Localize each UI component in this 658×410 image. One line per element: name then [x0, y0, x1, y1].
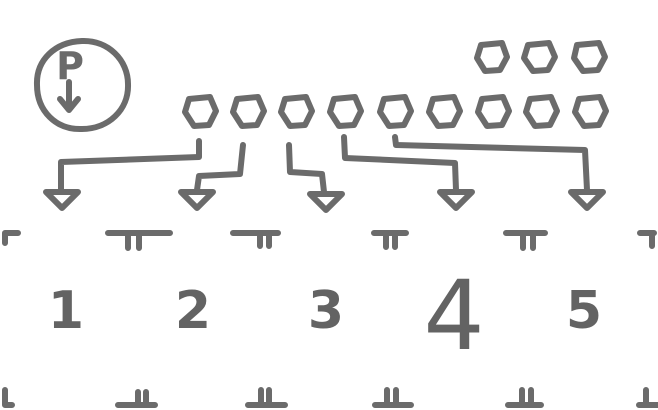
lane-2-label[interactable]: 2	[174, 281, 212, 341]
lane-divider	[105, 230, 173, 251]
lane-divider	[637, 230, 657, 249]
queue-top-row	[474, 40, 608, 74]
lane-divider	[505, 387, 544, 408]
route-arrow-lane-4	[341, 134, 475, 211]
down-arrowhead-icon	[437, 189, 475, 211]
down-arrowhead-icon	[178, 189, 216, 211]
lane-dividers-top	[2, 230, 657, 251]
route-arrow-lane-5	[392, 134, 606, 211]
queue-token	[278, 94, 315, 129]
queue-token	[377, 94, 414, 129]
route-arrow-lane-2	[178, 142, 246, 211]
lane-divider	[371, 230, 409, 250]
queue-token	[572, 94, 609, 129]
down-arrowhead-icon	[307, 191, 345, 213]
lane-divider	[115, 389, 158, 408]
pause-down-arrow-icon	[57, 79, 81, 113]
down-arrowhead-icon	[43, 189, 81, 211]
queue-token	[571, 40, 608, 74]
queue-token	[182, 94, 219, 129]
lane-divider	[230, 230, 281, 249]
lane-divider	[2, 230, 21, 246]
queue-token	[327, 94, 364, 129]
queue-token	[230, 94, 267, 129]
lane-divider	[2, 387, 15, 408]
lane-divider	[503, 230, 548, 251]
lane-3-label[interactable]: 3	[307, 281, 345, 341]
pause-button-circle	[33, 37, 132, 133]
queue-token	[523, 94, 560, 129]
lane-divider	[372, 387, 414, 408]
lane-divider	[245, 387, 288, 408]
route-arrow-lane-3	[286, 142, 345, 213]
pause-button[interactable]: P	[33, 37, 132, 133]
queue-token	[474, 40, 510, 74]
queue-bottom-row	[182, 94, 609, 129]
lane-4-label[interactable]: 4	[423, 260, 485, 372]
queue-token	[475, 94, 512, 129]
route-arrow-lane-1	[43, 138, 202, 211]
lane-dividers-bottom	[2, 387, 658, 408]
lane-divider	[636, 387, 658, 408]
lane-1-label[interactable]: 1	[47, 281, 85, 341]
lane-5-label[interactable]: 5	[565, 281, 603, 341]
routing-arrows	[43, 134, 606, 213]
queue-token	[521, 40, 558, 74]
queue-token	[426, 94, 463, 129]
down-arrowhead-icon	[568, 189, 606, 211]
